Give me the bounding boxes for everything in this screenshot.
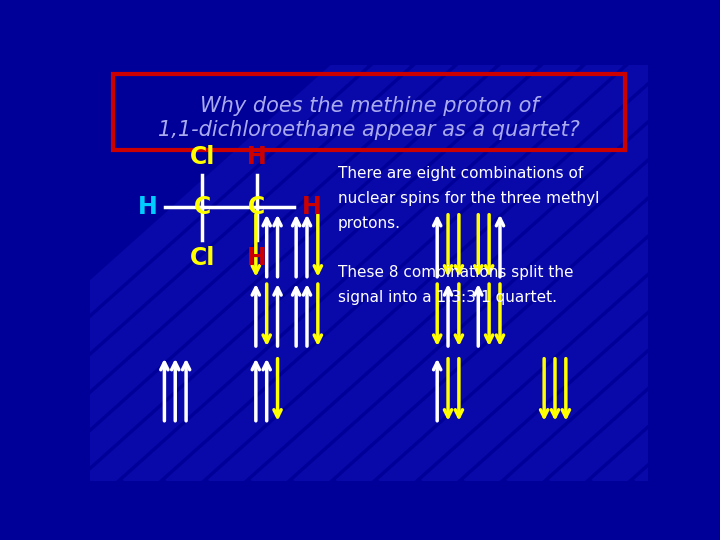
Text: C: C [194, 195, 211, 219]
Text: Why does the methine proton of: Why does the methine proton of [199, 96, 539, 116]
Text: H: H [302, 195, 321, 219]
Text: H: H [138, 195, 158, 219]
Text: Cl: Cl [189, 145, 215, 168]
Bar [113, 74, 625, 150]
Text: 1,1-dichloroethane appear as a quartet?: 1,1-dichloroethane appear as a quartet? [158, 120, 580, 140]
Text: Cl: Cl [189, 246, 215, 270]
Text: C: C [248, 195, 265, 219]
Text: signal into a 1:3:3:1 quartet.: signal into a 1:3:3:1 quartet. [338, 289, 557, 305]
Text: protons.: protons. [338, 215, 401, 231]
Text: There are eight combinations of: There are eight combinations of [338, 166, 583, 181]
Text: H: H [247, 246, 266, 270]
Text: These 8 combinations split the: These 8 combinations split the [338, 265, 574, 280]
Text: nuclear spins for the three methyl: nuclear spins for the three methyl [338, 191, 599, 206]
Text: H: H [247, 145, 266, 168]
